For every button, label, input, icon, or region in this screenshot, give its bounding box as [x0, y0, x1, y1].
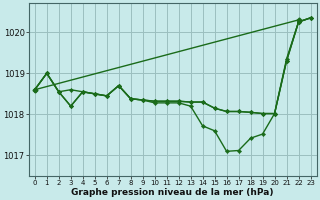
X-axis label: Graphe pression niveau de la mer (hPa): Graphe pression niveau de la mer (hPa)	[71, 188, 274, 197]
